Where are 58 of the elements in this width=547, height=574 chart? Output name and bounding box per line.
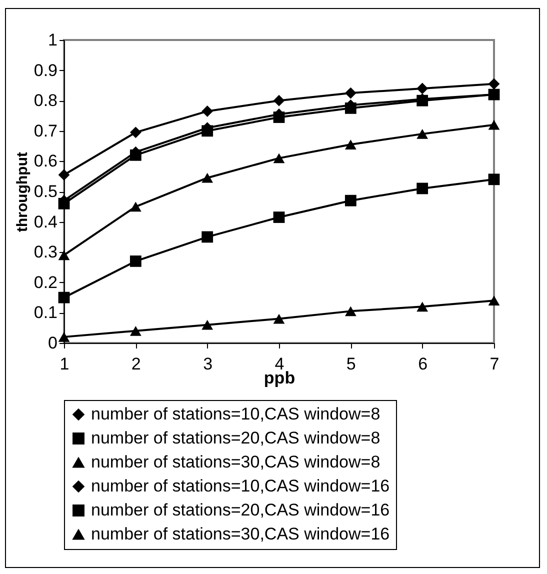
y-axis-title: throughput: [14, 152, 31, 232]
legend-label: number of stations=30,CAS window=8: [91, 452, 380, 472]
point: [344, 194, 356, 206]
legend-label: number of stations=10,CAS window=16: [91, 476, 390, 496]
point: [488, 88, 500, 100]
x-tick-label: 5: [346, 354, 356, 374]
point: [130, 326, 142, 336]
point: [202, 125, 214, 137]
point: [488, 120, 500, 130]
point: [344, 140, 356, 150]
legend-label: number of stations=20,CAS window=8: [91, 428, 380, 448]
point: [273, 212, 285, 223]
x-tick-label: 2: [131, 354, 141, 374]
x-tick-label: 1: [60, 354, 70, 374]
legend-label: number of stations=10,CAS window=8: [91, 404, 380, 424]
y-tick-label: 0.3: [34, 242, 58, 262]
point: [202, 320, 214, 330]
y-tick-label: 0.5: [34, 182, 58, 201]
point: [344, 102, 356, 114]
point: [202, 106, 214, 117]
point: [58, 198, 70, 210]
x-tick-label: 7: [490, 354, 500, 374]
x-tick-label: 6: [418, 354, 428, 374]
point: [273, 112, 285, 123]
point: [273, 94, 285, 106]
point: [344, 87, 356, 99]
point: [416, 128, 428, 139]
point: [488, 174, 500, 186]
legend-label: number of stations=30,CAS window=16: [91, 524, 390, 544]
y-tick-label: 0.4: [34, 212, 58, 232]
y-tick-label: 0.2: [34, 272, 58, 292]
y-tick-label: 0.9: [34, 60, 58, 80]
point: [202, 231, 214, 243]
point: [58, 292, 70, 304]
y-tick-label: 0.1: [34, 303, 58, 322]
point: [344, 306, 356, 316]
y-tick-label: 0.6: [34, 152, 58, 171]
point: [58, 332, 70, 342]
point: [130, 126, 142, 138]
point: [130, 149, 142, 161]
legend-label: number of stations=20,CAS window=16: [91, 500, 390, 520]
point: [58, 250, 70, 260]
y-tick-label: 0.7: [34, 121, 58, 140]
point: [488, 78, 500, 90]
y-tick-label: 1: [48, 30, 58, 50]
point: [273, 153, 285, 164]
point: [202, 172, 214, 183]
point: [58, 169, 70, 181]
point: [488, 296, 500, 306]
point: [273, 314, 285, 324]
y-tick-label: 0: [48, 334, 58, 352]
point: [416, 302, 428, 312]
point: [416, 182, 428, 194]
point: [130, 255, 142, 267]
y-tick-label: 0.8: [34, 91, 58, 110]
point: [416, 82, 428, 94]
x-tick-label: 3: [203, 354, 213, 374]
point: [130, 202, 142, 212]
